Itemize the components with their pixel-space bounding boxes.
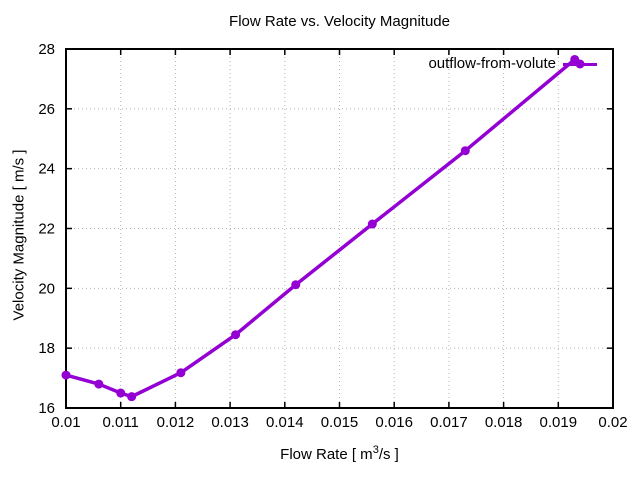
x-tick-label: 0.017 [430,414,468,431]
chart-title: Flow Rate vs. Velocity Magnitude [229,13,450,30]
x-tick-label: 0.018 [485,414,523,431]
y-tick-label: 20 [38,280,55,297]
x-tick-label: 0.01 [51,414,80,431]
legend-line-sample [563,54,597,74]
data-point [127,392,137,402]
x-tick-label: 0.019 [540,414,578,431]
legend: outflow-from-volute [428,54,597,74]
x-tick-label: 0.011 [102,414,138,431]
y-tick-label: 22 [38,221,55,238]
x-axis-label-suffix: /s ] [378,446,399,463]
y-tick-label: 28 [38,41,55,58]
data-point [61,370,71,380]
y-tick-label: 26 [38,101,55,118]
x-axis-label-superscript: 3 [372,444,379,456]
x-tick-label: 0.013 [211,414,249,431]
y-tick-label: 24 [38,161,55,178]
y-tick-label: 16 [38,400,55,417]
series-line [64,57,577,399]
data-point [176,368,186,378]
data-point [367,219,377,229]
x-tick-label: 0.012 [157,414,195,431]
y-tick-label: 18 [38,340,55,357]
x-tick-label: 0.016 [375,414,413,431]
x-tick-label: 0.014 [266,414,304,431]
data-point [231,330,241,340]
data-point [116,388,126,398]
plot-frame [65,48,614,409]
legend-label: outflow-from-volute [428,55,556,72]
x-axis-label: Flow Rate [ m3/s ] [66,441,613,464]
y-axis-label: Velocity Magnitude [ m/s ] [10,149,28,321]
x-axis-label-prefix: Flow Rate [ m [280,446,373,463]
x-tick-label: 0.015 [321,414,359,431]
data-point [291,280,301,290]
legend-point-marker [575,59,585,69]
data-point [94,379,104,389]
x-tick-label: 0.02 [598,414,627,431]
data-point [460,146,470,156]
